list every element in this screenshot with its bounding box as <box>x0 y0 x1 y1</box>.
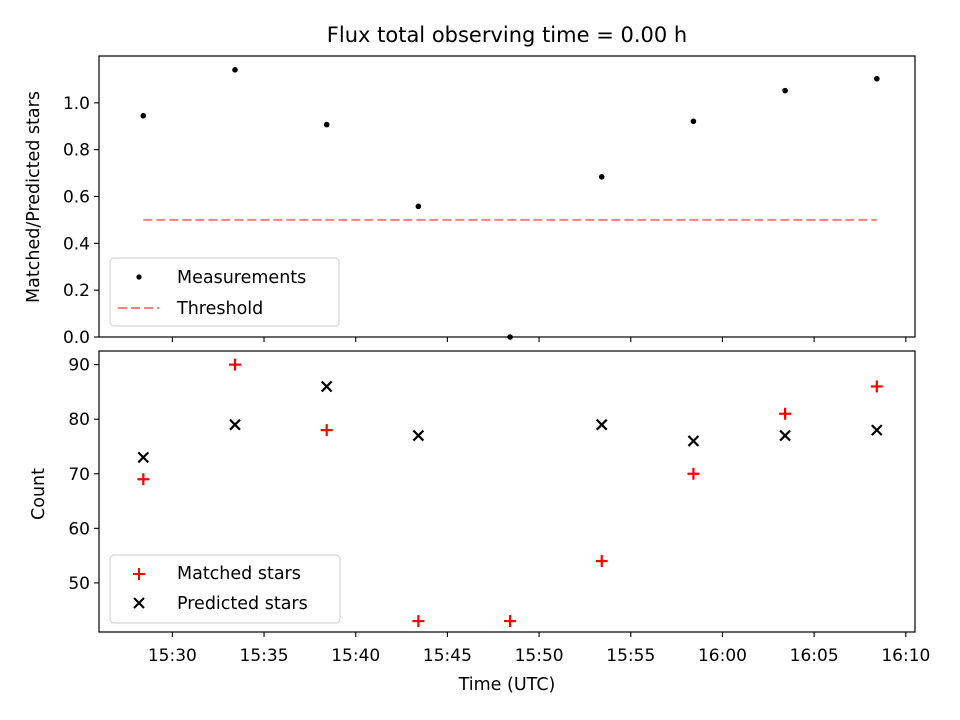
ratio-y-tick-label: 0.8 <box>63 141 90 161</box>
measurement-point <box>598 174 605 180</box>
count-y-tick-label: 60 <box>68 519 90 539</box>
count-x-tick-label: 15:50 <box>515 646 564 666</box>
ratio-y-tick-label: 0.6 <box>63 188 90 208</box>
matched-star-point <box>320 424 333 437</box>
count-x-tick-label: 15:35 <box>240 646 289 666</box>
legend-label-threshold: Threshold <box>176 299 263 319</box>
chart-title: Flux total observing time = 0.00 h <box>327 23 687 47</box>
ratio-legend-box <box>109 257 340 327</box>
ratio-y-tick-label: 1.0 <box>63 94 90 114</box>
legend-dot-marker <box>136 274 142 280</box>
matched-star-point <box>870 380 883 393</box>
x-diag-b <box>320 380 333 393</box>
measurement-point <box>323 121 330 128</box>
count-x-tick-label: 16:00 <box>698 646 747 666</box>
predicted-star-point <box>137 451 150 464</box>
x-diag-b <box>871 424 883 436</box>
count-axes-frame <box>98 350 916 633</box>
predicted-star-point <box>595 418 608 431</box>
legend-label-matched: Matched stars <box>177 564 301 584</box>
legend-plus-marker <box>133 568 145 580</box>
matched-star-point <box>229 358 241 371</box>
predicted-star-point <box>687 435 700 447</box>
ratio-y-tick-label: 0.0 <box>63 328 90 348</box>
legend-x-marker <box>133 597 145 609</box>
predicted-star-point <box>229 418 241 431</box>
count-x-tick-label: 15:45 <box>423 646 472 666</box>
measurement-point <box>782 87 788 94</box>
x-diag-b <box>687 435 700 447</box>
measurement-point <box>140 112 147 119</box>
predicted-star-point <box>412 429 425 442</box>
ratio-y-tick-label: 0.2 <box>63 281 90 301</box>
x-diag-b <box>412 429 425 442</box>
count-x-tick-label: 16:05 <box>790 646 839 666</box>
matched-star-point <box>687 467 700 480</box>
x-diag-b <box>137 451 150 464</box>
measurement-point <box>690 118 697 125</box>
ratio-y-tick-label: 0.4 <box>63 234 90 254</box>
matched-star-point <box>412 615 425 628</box>
matched-star-point <box>595 555 608 568</box>
x-diag-b <box>595 418 608 431</box>
ratio-panel: 0.0 0.2 0.4 0.6 0.8 1.0 <box>63 55 916 348</box>
matched-star-point <box>779 407 792 420</box>
legend-label-measurements: Measurements <box>177 268 306 288</box>
count-y-tick-label: 80 <box>68 410 90 430</box>
legend-label-predicted: Predicted stars <box>177 594 308 614</box>
count-y-tick-label: 90 <box>68 356 90 376</box>
x-diag-b <box>229 418 241 431</box>
predicted-star-point <box>320 380 333 393</box>
measurement-point <box>873 75 880 82</box>
count-x-tick-label: 15:40 <box>331 646 380 666</box>
count-x-tick-label: 16:10 <box>881 646 930 666</box>
count-panel: 50 60 70 80 90 15:30 15:35 15:40 15:45 15:50 15:55… <box>68 350 930 666</box>
count-x-tick-label: 15:55 <box>606 646 655 666</box>
measurement-point <box>507 334 513 340</box>
predicted-star-point <box>871 424 883 436</box>
count-y-tick-label: 50 <box>68 574 90 594</box>
measurement-point <box>415 203 422 210</box>
top-y-axis-label: Matched/Predicted stars <box>24 91 44 303</box>
x-axis-label: Time (UTC) <box>458 675 556 695</box>
bottom-y-axis-label: Count <box>29 468 49 520</box>
count-y-tick-label: 70 <box>68 465 90 485</box>
count-x-tick-label: 15:30 <box>148 646 197 666</box>
predicted-star-point <box>779 429 791 442</box>
measurement-point <box>232 67 238 73</box>
ratio-legend: Measurements Threshold <box>109 257 340 327</box>
matched-star-point <box>504 615 517 628</box>
x-diag-b <box>779 429 791 442</box>
matched-star-point <box>137 473 150 486</box>
count-legend-box <box>109 554 341 624</box>
count-legend: Matched stars Predicted stars <box>109 554 341 624</box>
